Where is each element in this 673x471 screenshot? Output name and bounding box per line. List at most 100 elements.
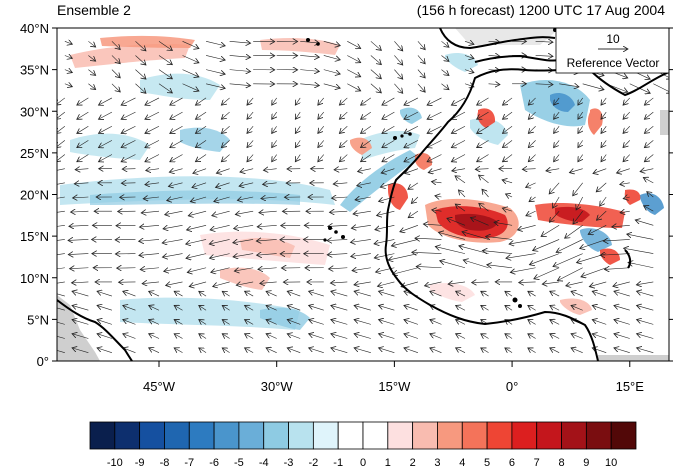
- wind-vector: [644, 140, 654, 147]
- lon-tick-label: 30°W: [261, 379, 294, 394]
- wind-vector: [339, 140, 348, 147]
- wind-vector: [382, 140, 395, 147]
- wind-vector: [145, 183, 160, 185]
- wind-vector: [464, 55, 474, 58]
- wind-vector: [431, 182, 442, 183]
- wind-vector: [165, 211, 183, 215]
- wind-vector: [636, 282, 654, 285]
- wind-vector: [455, 176, 466, 184]
- wind-vector: [186, 253, 207, 259]
- wind-vector: [405, 168, 419, 174]
- colorbar-swatch: [89, 421, 116, 450]
- wind-vector: [64, 84, 72, 87]
- wind-vector: [553, 253, 583, 267]
- wind-vector: [123, 320, 136, 325]
- wind-vector: [295, 140, 300, 147]
- wind-vector: [571, 348, 583, 353]
- wind-vector: [354, 305, 371, 311]
- wind-vector: [221, 154, 230, 162]
- wind-vector: [295, 97, 300, 105]
- wind-vector: [430, 334, 442, 339]
- wind-vector: [199, 291, 207, 296]
- wind-vector: [578, 111, 583, 119]
- wind-vector: [435, 247, 466, 254]
- wind-vector: [247, 126, 254, 133]
- wind-vector: [318, 111, 325, 119]
- wind-vector: [266, 320, 277, 325]
- wind-vector: [529, 197, 536, 202]
- wind-vector: [379, 305, 395, 311]
- wind-vector: [149, 334, 160, 339]
- wind-vector: [637, 320, 654, 325]
- wind-vector: [121, 111, 136, 119]
- wind-vector: [400, 225, 419, 231]
- wind-vector: [351, 254, 371, 257]
- wind-vector: [542, 282, 560, 284]
- wind-vector: [488, 55, 500, 56]
- wind-vector: [370, 41, 382, 50]
- wind-vector: [170, 154, 183, 162]
- wind-vector: [644, 97, 654, 105]
- wind-vector: [162, 253, 183, 258]
- wind-vector: [182, 69, 199, 77]
- wind-vector: [559, 84, 579, 87]
- lat-tick-label: 10°N: [20, 271, 49, 286]
- wind-vector: [256, 239, 277, 241]
- wind-vector: [88, 41, 95, 47]
- wind-vector: [97, 305, 113, 311]
- wind-vector: [427, 125, 442, 133]
- wind-vector: [233, 254, 254, 257]
- wind-vector: [601, 154, 607, 162]
- wind-vector: [247, 154, 254, 162]
- wind-vector: [451, 97, 466, 105]
- wind-vector: [535, 84, 553, 85]
- wind-vector: [522, 169, 536, 170]
- wind-vector: [361, 140, 372, 147]
- lat-tick-label: 30°N: [20, 104, 49, 119]
- wind-vector: [535, 41, 553, 42]
- wind-vector: [550, 291, 560, 297]
- wind-vector: [300, 55, 319, 57]
- colorbar-swatch: [188, 421, 215, 450]
- wind-vector: [481, 305, 489, 310]
- wind-vector: [533, 239, 560, 250]
- wind-vector: [222, 348, 230, 353]
- wind-vector: [221, 111, 230, 119]
- wind-vector: [430, 320, 442, 325]
- wind-vector: [330, 211, 348, 212]
- wind-vector: [123, 291, 136, 297]
- wind-vector: [77, 154, 89, 162]
- wind-vector: [412, 252, 442, 253]
- wind-vector: [404, 320, 419, 325]
- wind-vector: [216, 182, 230, 188]
- wind-vector: [72, 291, 89, 297]
- wind-vector: [617, 168, 630, 173]
- wind-vector: [111, 83, 120, 92]
- wind-vector: [455, 204, 466, 212]
- wind-vector: [68, 254, 89, 255]
- colorbar-swatch: [561, 421, 587, 450]
- wind-vector: [211, 267, 230, 273]
- colorbar-swatch: [238, 421, 265, 450]
- colorbar-label: -8: [160, 457, 170, 469]
- wind-vector: [121, 125, 136, 133]
- wind-vector: [166, 282, 183, 286]
- islands: [306, 28, 557, 308]
- wind-vector: [614, 305, 630, 311]
- wind-vector: [494, 222, 513, 225]
- wind-vector: [266, 348, 277, 353]
- wind-vector: [381, 168, 395, 173]
- wind-vector: [440, 261, 466, 269]
- wind-vector: [393, 267, 418, 274]
- wind-vector: [323, 69, 340, 74]
- wind-vector: [597, 210, 607, 220]
- wind-vector: [77, 97, 89, 105]
- wind-vector: [350, 239, 371, 242]
- wind-vector: [257, 254, 277, 256]
- colorbar-swatch: [461, 421, 488, 450]
- colorbar-swatch: [263, 421, 289, 450]
- wind-vector: [394, 55, 402, 65]
- wind-vector: [451, 154, 466, 162]
- missing-data-areas: [57, 28, 669, 361]
- wind-vector: [318, 154, 325, 162]
